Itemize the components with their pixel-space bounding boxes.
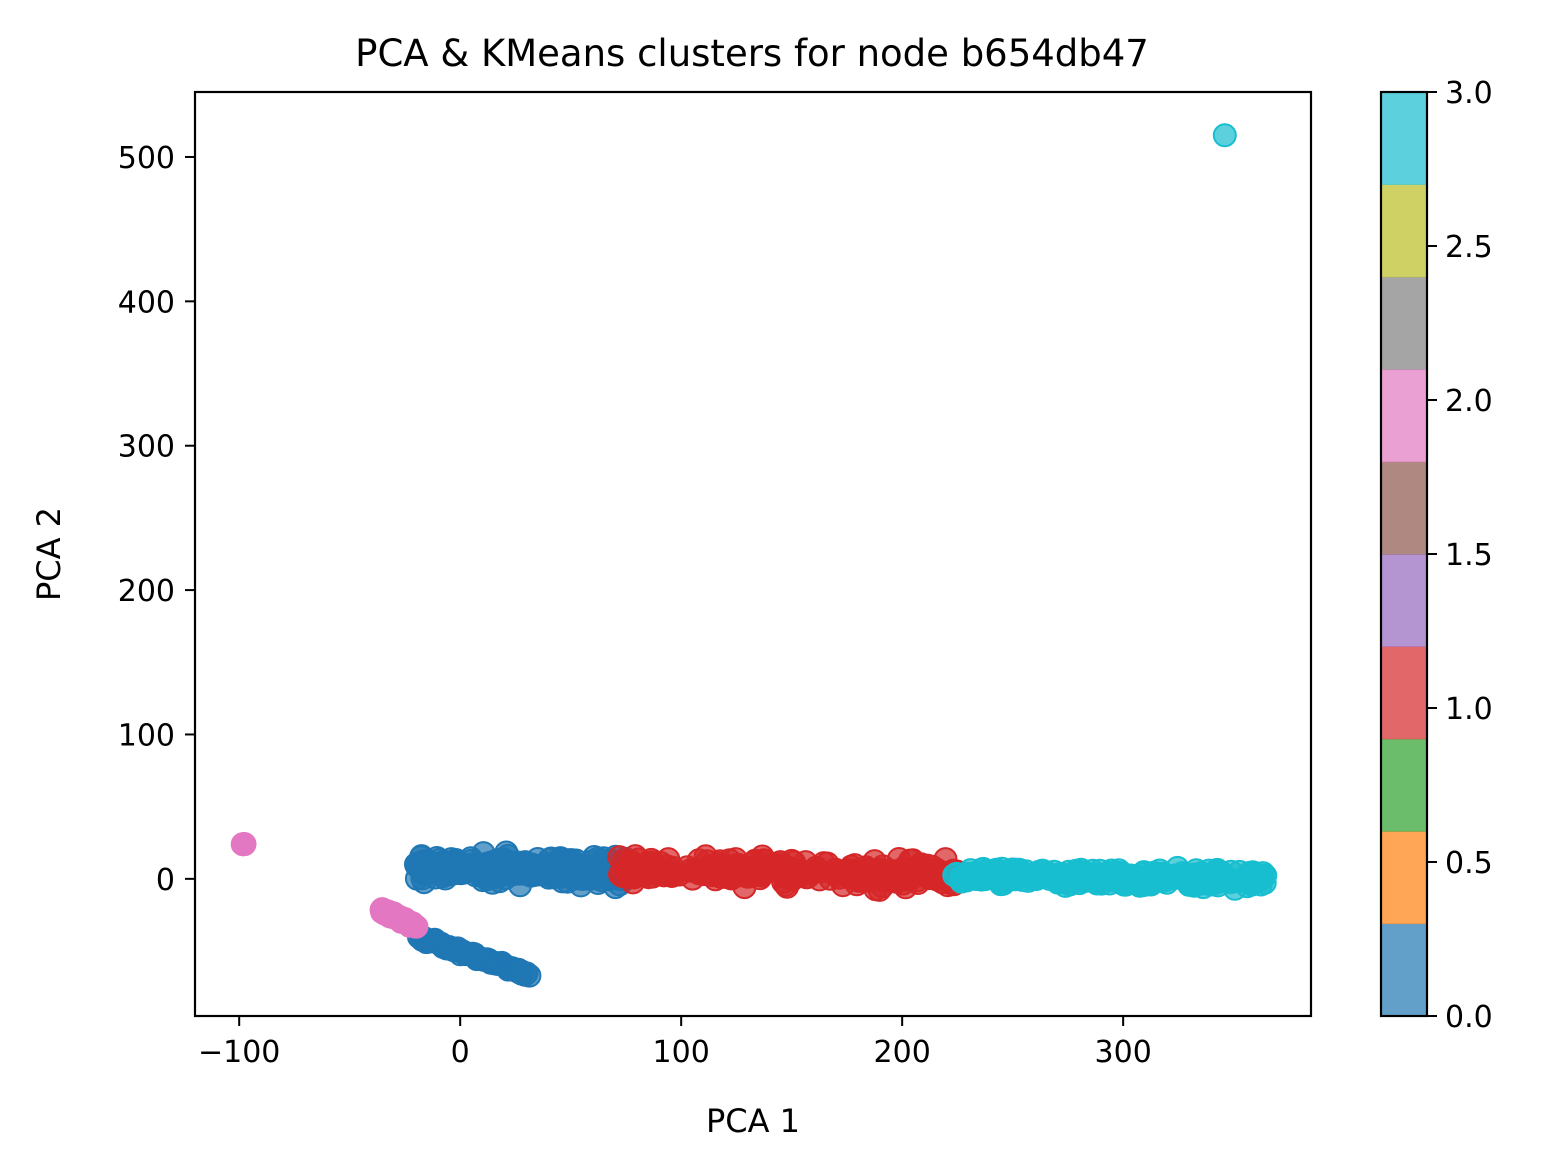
colorbar-tick-label: 2.5: [1445, 230, 1493, 265]
scatter-point: [705, 857, 730, 882]
colorbar-tick-label: 1.0: [1445, 692, 1493, 727]
y-tick-label: 400: [118, 285, 175, 320]
y-tick-label: 500: [118, 141, 175, 176]
colorbar-segment: [1381, 276, 1427, 370]
scatter-point: [1132, 866, 1157, 891]
colorbar-tick-label: 0.0: [1445, 1000, 1493, 1035]
colorbar: 0.0 0.5 1.0 1.5 2.0 2.5 3.0: [1379, 76, 1493, 1035]
cluster-2-points: [230, 832, 429, 939]
x-tick-label: 300: [1095, 1035, 1152, 1070]
scatter-point: [867, 866, 892, 891]
scatter-point: [901, 865, 925, 889]
y-axis-label: PCA 2: [30, 507, 68, 601]
scatter-point: [1107, 863, 1132, 888]
scatter-point: [517, 963, 542, 988]
colorbar-segment: [1381, 646, 1427, 740]
scatter-point: [412, 860, 437, 884]
scatter-point: [1013, 864, 1038, 889]
scatter-point: [984, 857, 1009, 882]
x-tick-label: 0: [451, 1035, 470, 1070]
scatter-point: [442, 861, 467, 886]
colorbar-segment: [1381, 923, 1427, 1017]
scatter-point: [750, 859, 775, 884]
x-axis-label: PCA 1: [706, 1102, 800, 1140]
chart-title: PCA & KMeans clusters for node b654db47: [355, 32, 1149, 75]
cluster-1-points: [607, 844, 975, 902]
scatter-point: [1153, 868, 1178, 892]
colorbar-segment: [1381, 184, 1427, 278]
x-axis: −100 0 100 200 300: [198, 1016, 1152, 1070]
scatter-point: [544, 854, 569, 879]
scatter-point: [620, 870, 645, 895]
cluster-0-points: [404, 840, 642, 988]
x-tick-label: 100: [653, 1035, 710, 1070]
y-tick-label: 300: [118, 430, 175, 465]
colorbar-tick-label: 3.0: [1445, 76, 1493, 111]
scatter-point: [403, 914, 428, 939]
colorbar-segment: [1381, 554, 1427, 647]
scatter-point: [232, 832, 257, 857]
colorbar-tick-label: 2.0: [1445, 384, 1493, 419]
colorbar-segment: [1381, 92, 1427, 185]
scatter-points: [230, 123, 1278, 988]
colorbar-segment: [1381, 738, 1427, 832]
scatter-point: [1212, 123, 1237, 148]
y-tick-label: 0: [156, 863, 175, 898]
x-tick-label: −100: [198, 1035, 280, 1070]
scatter-point: [685, 859, 710, 884]
y-tick-label: 100: [118, 718, 175, 753]
colorbar-tick-label: 0.5: [1445, 846, 1493, 881]
x-tick-label: 200: [874, 1035, 931, 1070]
cluster-3-points: [942, 123, 1278, 901]
colorbar-segment: [1381, 831, 1427, 925]
y-axis: 0 100 200 300 400 500: [118, 141, 195, 898]
scatter-point: [962, 865, 987, 890]
plot-frame: [193, 90, 1313, 1018]
scatter-point: [1197, 868, 1222, 893]
scatter-point: [496, 860, 520, 885]
y-tick-label: 200: [118, 574, 175, 609]
scatter-point: [1072, 860, 1097, 885]
scatter-point: [644, 859, 669, 884]
scatter-point: [773, 872, 798, 897]
scatter-point: [1227, 859, 1252, 884]
scatter-point: [464, 856, 489, 881]
colorbar-segment: [1381, 369, 1427, 463]
colorbar-segment: [1381, 461, 1427, 555]
colorbar-tick-label: 1.5: [1445, 538, 1493, 573]
scatter-point: [807, 867, 832, 892]
